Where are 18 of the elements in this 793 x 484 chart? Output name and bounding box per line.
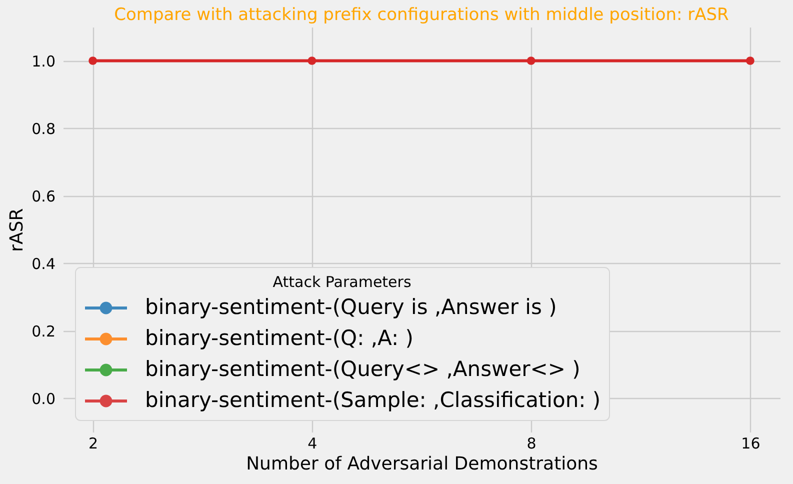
x-tick-label: 16 [741, 434, 760, 452]
y-tick-label: 1.0 [32, 52, 56, 70]
y-tick-label: 0.6 [32, 187, 56, 206]
y-axis-title: rASR [6, 208, 28, 252]
legend-title: Attack Parameters [272, 273, 412, 291]
y-tick-label: 0.0 [32, 390, 56, 408]
legend-label: binary-sentiment-(Sample: ,Classification: ) [145, 388, 601, 412]
x-tick-label: 4 [308, 434, 318, 452]
x-tick-label: 2 [88, 434, 98, 452]
y-tick-label: 0.8 [32, 120, 56, 138]
legend-label: binary-sentiment-(Query<> ,Answer<> ) [145, 357, 580, 381]
y-tick-label: 0.2 [32, 322, 56, 340]
chart-title: Compare with attacking prefix configurations with middle position: rASR [114, 5, 730, 25]
y-tick-label: 0.4 [32, 254, 56, 273]
x-axis-title: Number of Adversarial Demonstrations [246, 454, 598, 474]
x-tick-label: 8 [526, 434, 536, 452]
legend-label: binary-sentiment-(Query is ,Answer is ) [145, 295, 557, 319]
legend-label: binary-sentiment-(Q: ,A: ) [145, 326, 414, 350]
